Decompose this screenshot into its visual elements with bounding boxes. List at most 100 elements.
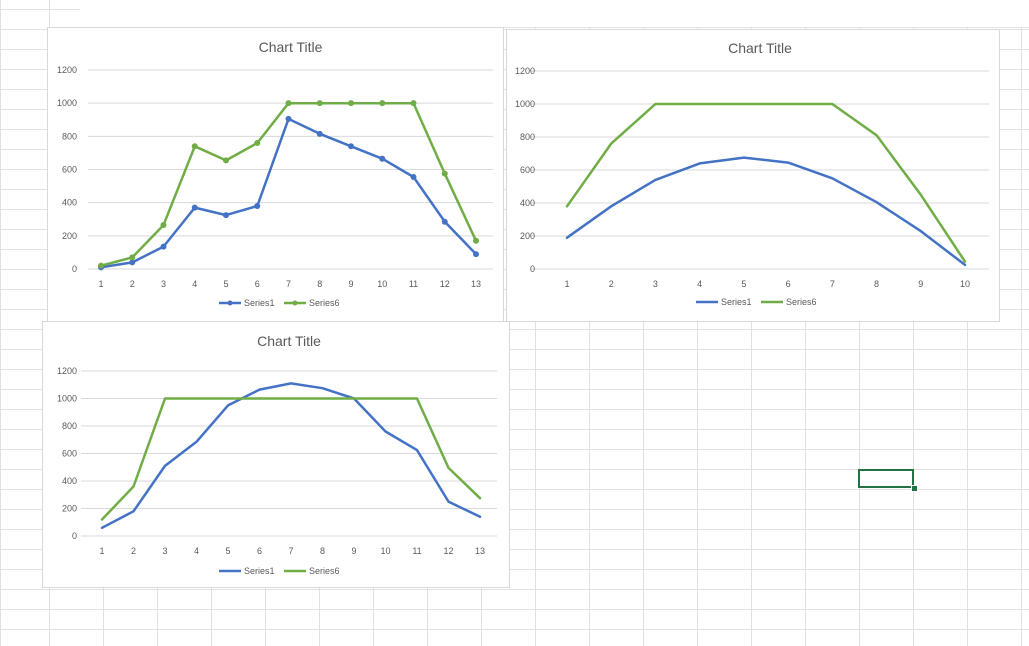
y-tick-label: 200	[62, 231, 77, 241]
y-tick-label: 1200	[57, 65, 77, 75]
legend-marker-series6	[292, 300, 298, 306]
y-tick-label: 600	[62, 165, 77, 175]
x-tick-label: 5	[225, 546, 230, 556]
x-tick-label: 5	[741, 279, 746, 289]
y-tick-label: 0	[72, 264, 77, 274]
x-tick-label: 6	[255, 279, 260, 289]
data-point-series1[interactable]	[316, 130, 323, 137]
y-tick-label: 400	[62, 476, 77, 486]
y-tick-label: 600	[62, 449, 77, 459]
data-point-series1[interactable]	[441, 218, 448, 225]
data-point-series1[interactable]	[285, 115, 292, 122]
chart-2-plot: Chart Title 0 200 400 600 800 1000 1200 1 2 3 4 5 6 7 8…	[515, 40, 989, 307]
legend-marker-series1	[227, 300, 233, 306]
x-tick-label: 6	[786, 279, 791, 289]
x-tick-label: 4	[194, 546, 199, 556]
x-tick-label: 1	[98, 279, 103, 289]
x-tick-label: 10	[960, 279, 970, 289]
data-point-series1[interactable]	[254, 202, 261, 209]
x-tick-label: 3	[161, 279, 166, 289]
x-tick-label: 12	[443, 546, 453, 556]
series-line-series1[interactable]	[99, 117, 478, 269]
y-tick-label: 800	[62, 131, 77, 141]
data-point-series6[interactable]	[254, 139, 261, 146]
y-tick-label: 1000	[57, 394, 77, 404]
data-point-series6[interactable]	[160, 222, 167, 229]
x-tick-label: 8	[320, 546, 325, 556]
fill-handle[interactable]	[911, 485, 918, 492]
x-tick-label: 2	[609, 279, 614, 289]
data-point-series6[interactable]	[98, 262, 104, 269]
chart-title: Chart Title	[259, 39, 323, 55]
chart-title: Chart Title	[728, 40, 792, 56]
x-tick-label: 7	[286, 279, 291, 289]
data-point-series6[interactable]	[379, 100, 386, 107]
y-tick-label: 0	[530, 264, 535, 274]
x-tick-label: 4	[192, 279, 197, 289]
legend-label-series1: Series1	[721, 297, 752, 307]
x-tick-label: 12	[440, 279, 450, 289]
y-tick-label: 600	[520, 165, 535, 175]
x-tick-label: 13	[475, 546, 485, 556]
data-point-series6[interactable]	[348, 100, 354, 107]
data-point-series6[interactable]	[223, 157, 229, 164]
data-point-series6[interactable]	[191, 143, 198, 150]
x-tick-label: 3	[653, 279, 658, 289]
y-tick-label: 800	[520, 132, 535, 142]
x-tick-label: 10	[380, 546, 390, 556]
series-line-series1[interactable]	[100, 382, 482, 530]
selected-cell[interactable]	[858, 469, 914, 488]
x-tick-label: 9	[348, 279, 353, 289]
data-point-series1[interactable]	[379, 155, 386, 162]
data-point-series6[interactable]	[410, 100, 417, 107]
x-tick-label: 13	[471, 279, 481, 289]
x-tick-label: 11	[409, 279, 418, 289]
x-tick-label: 3	[162, 546, 167, 556]
legend-label-series6: Series6	[786, 297, 817, 307]
chart-2[interactable]: Chart Title 0 200 400 600 800 1000 1200 1 2 3 4 5 6 7 8…	[506, 29, 1000, 322]
chart-1[interactable]: Chart Title 0 200 400 600 800 1000 1200 1 2 3 4 5 6 7 8…	[47, 27, 504, 322]
series-line-series6[interactable]	[565, 102, 967, 263]
x-tick-label: 8	[874, 279, 879, 289]
x-tick-label: 9	[918, 279, 923, 289]
data-point-series1[interactable]	[410, 173, 417, 180]
y-tick-label: 1000	[515, 99, 535, 109]
y-tick-label: 0	[72, 531, 77, 541]
y-tick-label: 800	[62, 421, 77, 431]
x-tick-label: 2	[131, 546, 136, 556]
x-tick-label: 6	[257, 546, 262, 556]
x-tick-label: 10	[377, 279, 387, 289]
data-point-series1[interactable]	[473, 251, 479, 258]
x-tick-label: 9	[351, 546, 356, 556]
chart-title: Chart Title	[257, 333, 321, 349]
data-point-series1[interactable]	[223, 212, 229, 219]
legend-label-series1: Series1	[244, 566, 275, 576]
data-point-series6[interactable]	[129, 254, 136, 261]
y-tick-label: 400	[62, 198, 77, 208]
x-tick-label: 8	[317, 279, 322, 289]
data-point-series1[interactable]	[191, 204, 198, 211]
data-point-series1[interactable]	[129, 259, 136, 266]
data-point-series6[interactable]	[316, 100, 323, 107]
data-point-series1[interactable]	[348, 143, 354, 150]
x-tick-label: 5	[223, 279, 228, 289]
x-tick-label: 2	[130, 279, 135, 289]
data-point-series6[interactable]	[441, 170, 448, 177]
data-point-series1[interactable]	[160, 243, 167, 250]
x-tick-label: 1	[99, 546, 104, 556]
legend-label-series1: Series1	[244, 298, 275, 308]
chart-3[interactable]: Chart Title 0 200 400 600 800 1000 1200 1 2 3 4 5 6 7 8…	[42, 321, 510, 588]
series-line-series6[interactable]	[100, 397, 482, 521]
series-line-series1[interactable]	[565, 156, 967, 267]
legend-label-series6: Series6	[309, 566, 340, 576]
x-tick-label: 7	[830, 279, 835, 289]
x-tick-label: 7	[288, 546, 293, 556]
y-tick-label: 400	[520, 198, 535, 208]
data-point-series6[interactable]	[285, 100, 292, 107]
x-tick-label: 4	[697, 279, 702, 289]
data-point-series6[interactable]	[473, 237, 479, 244]
x-tick-label: 1	[564, 279, 569, 289]
y-tick-label: 1200	[515, 66, 535, 76]
